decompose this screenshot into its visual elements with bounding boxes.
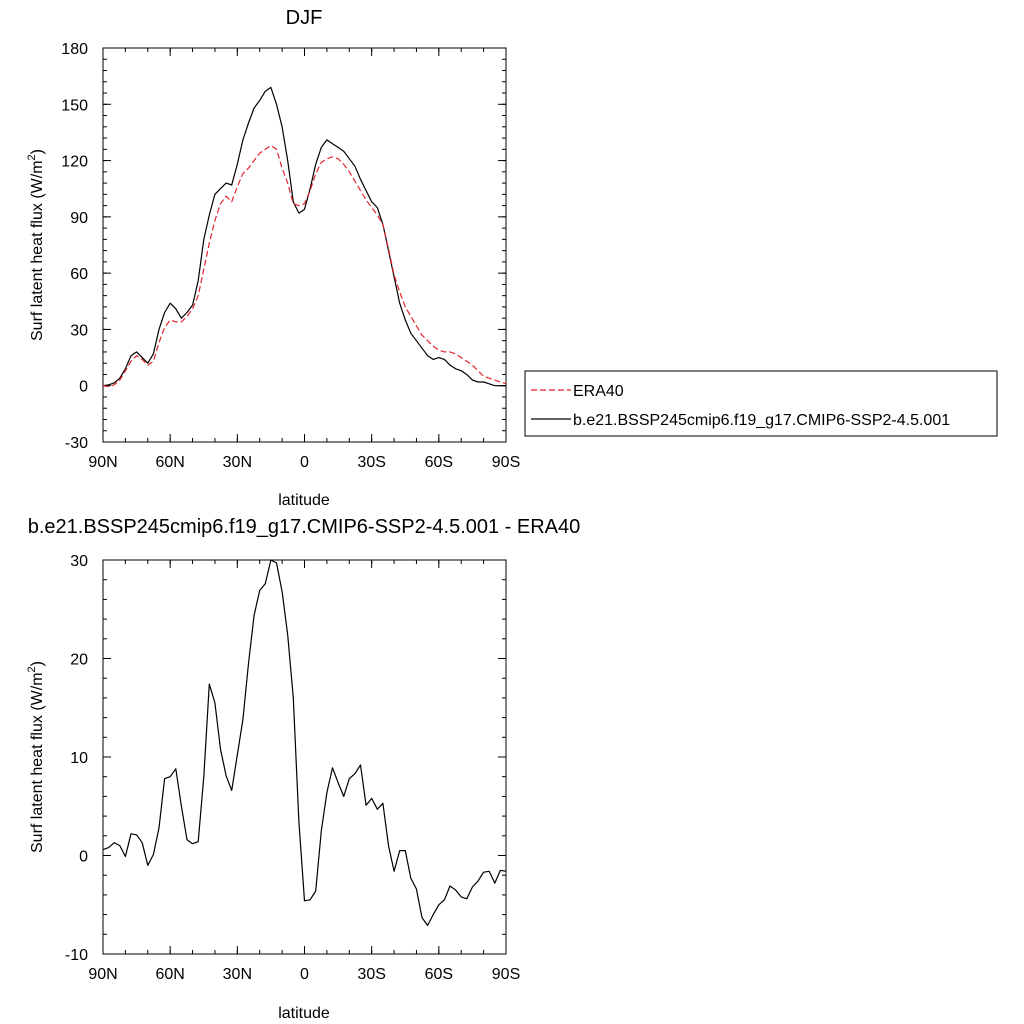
y-tick-label: 10 [70,750,88,767]
x-tick-label: 0 [300,454,309,471]
x-tick-label: 30S [357,454,385,471]
chart-title: b.e21.BSSP245cmip6.f19_g17.CMIP6-SSP2-4.… [28,516,581,538]
legend-label-era40: ERA40 [573,383,624,400]
x-tick-label: 60S [425,454,453,471]
x-tick-label: 60N [155,966,184,983]
legend-box [524,370,998,437]
y-tick-label: 60 [70,266,88,283]
y-tick-label: 150 [61,97,88,114]
series-line-difference [102,559,507,927]
x-tick-label: 30N [223,966,252,983]
x-tick-label: 30N [223,454,252,471]
y-tick-label: -30 [65,435,88,452]
x-tick-label: 0 [300,966,309,983]
x-axis-label: latitude [278,492,330,509]
y-tick-label: 90 [70,210,88,227]
x-tick-label: 90S [492,454,520,471]
x-tick-label: 90S [492,966,520,983]
x-tick-label: 30S [357,966,385,983]
legend: ERA40 b.e21.BSSP245cmip6.f19_g17.CMIP6-S… [524,370,998,437]
x-tick-label: 90N [88,966,117,983]
x-tick-label: 60S [425,966,453,983]
panel-bottom: b.e21.BSSP245cmip6.f19_g17.CMIP6-SSP2-4.… [26,516,580,1022]
plot-frame [102,47,507,443]
series-line-era40 [102,145,507,388]
x-tick-label: 60N [155,454,184,471]
y-tick-label: 180 [61,41,88,58]
panel-top: DJF Surf latent heat flux (W/m2) latitud… [26,7,520,509]
y-tick-label: 0 [79,849,88,866]
series-line-model [102,86,506,387]
x-tick-label: 90N [88,454,117,471]
y-axis-label: Surf latent heat flux (W/m2) [26,661,46,853]
y-tick-label: 0 [79,379,88,396]
y-tick-label: 30 [70,553,88,570]
y-tick-label: 30 [70,322,88,339]
legend-label-model: b.e21.BSSP245cmip6.f19_g17.CMIP6-SSP2-4.… [573,412,950,429]
y-tick-label: -10 [65,947,88,964]
y-tick-label: 120 [61,154,88,171]
x-axis-label: latitude [278,1005,330,1022]
chart-title: DJF [286,7,323,29]
y-tick-label: 20 [70,652,88,669]
y-axis-label: Surf latent heat flux (W/m2) [26,149,46,341]
